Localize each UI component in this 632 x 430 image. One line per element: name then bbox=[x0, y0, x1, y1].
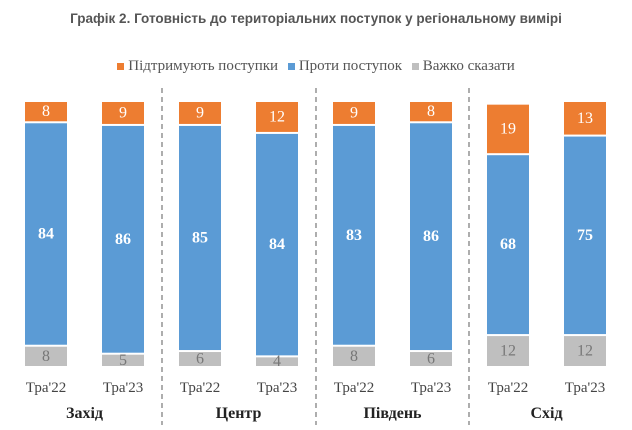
legend-swatch bbox=[117, 63, 125, 71]
bar-segment bbox=[410, 123, 452, 351]
legend-swatch bbox=[411, 63, 419, 71]
x-tick-label: Тра'23 bbox=[257, 380, 297, 396]
data-label: 5 bbox=[119, 352, 127, 369]
legend-swatch bbox=[287, 63, 295, 71]
data-label: 4 bbox=[273, 353, 281, 370]
legend: Підтримують поступки Проти поступок Важк… bbox=[0, 58, 632, 75]
bar-segment bbox=[487, 155, 529, 335]
data-label: 12 bbox=[500, 343, 516, 360]
data-label: 68 bbox=[500, 236, 516, 253]
x-tick-label: Тра'23 bbox=[565, 380, 605, 396]
group-label: Захід bbox=[66, 405, 103, 422]
data-label: 84 bbox=[269, 236, 285, 253]
data-label: 8 bbox=[350, 348, 358, 365]
bar-segment bbox=[487, 104, 529, 154]
data-label: 12 bbox=[577, 343, 593, 360]
bar-segment bbox=[333, 102, 375, 124]
data-label: 8 bbox=[42, 348, 50, 365]
bar-segment bbox=[25, 102, 67, 122]
bar-segment bbox=[179, 125, 221, 351]
bar-segment bbox=[564, 136, 606, 335]
group-label: Центр bbox=[216, 405, 262, 422]
data-label: 9 bbox=[350, 104, 358, 121]
legend-label: Важко сказати bbox=[422, 58, 515, 74]
data-label: 86 bbox=[423, 228, 439, 245]
x-tick-label: Тра'23 bbox=[411, 380, 451, 396]
bar-segment bbox=[564, 102, 606, 135]
bar-segment bbox=[564, 336, 606, 366]
data-label: 86 bbox=[115, 231, 131, 248]
bar-segment bbox=[256, 357, 298, 366]
x-tick-label: Тра'23 bbox=[103, 380, 143, 396]
data-label: 8 bbox=[42, 103, 50, 120]
bar-segment bbox=[256, 102, 298, 132]
group-label: Схід bbox=[530, 405, 562, 422]
bar-segment bbox=[333, 125, 375, 345]
group-label: Південь bbox=[363, 405, 422, 422]
bar-segment bbox=[179, 102, 221, 124]
data-label: 75 bbox=[577, 227, 593, 244]
data-label: 6 bbox=[427, 351, 435, 368]
data-label: 9 bbox=[196, 104, 204, 121]
legend-item-hard-to-say: Важко сказати bbox=[411, 58, 515, 74]
legend-item-support: Підтримують поступки bbox=[117, 58, 278, 74]
x-tick-label: Тра'22 bbox=[488, 380, 528, 396]
bar-segment bbox=[25, 123, 67, 345]
bar-segment bbox=[102, 102, 144, 124]
data-label: 6 bbox=[196, 351, 204, 368]
bar-segment bbox=[102, 125, 144, 353]
data-label: 13 bbox=[577, 110, 593, 127]
bar-segment bbox=[487, 336, 529, 366]
legend-item-against: Проти поступок bbox=[287, 58, 403, 74]
bar-segment bbox=[410, 102, 452, 122]
x-tick-label: Тра'22 bbox=[26, 380, 66, 396]
bar-segment bbox=[102, 354, 144, 366]
bar-segment bbox=[333, 346, 375, 366]
x-tick-label: Тра'22 bbox=[334, 380, 374, 396]
legend-label: Проти поступок bbox=[298, 58, 403, 74]
chart-title: Графік 2. Готовність до територіальних п… bbox=[70, 11, 562, 26]
bar-segment bbox=[179, 352, 221, 366]
x-tick-label: Тра'22 bbox=[180, 380, 220, 396]
legend-label: Підтримують поступки bbox=[128, 58, 279, 74]
bar-segment bbox=[25, 346, 67, 366]
data-label: 9 bbox=[119, 104, 127, 121]
data-label: 8 bbox=[427, 103, 435, 120]
data-label: 85 bbox=[192, 229, 208, 246]
bar-segment bbox=[256, 133, 298, 356]
data-label: 84 bbox=[38, 226, 54, 243]
bar-segment bbox=[410, 352, 452, 366]
data-label: 12 bbox=[269, 108, 285, 125]
data-label: 19 bbox=[500, 120, 516, 137]
data-label: 83 bbox=[346, 227, 362, 244]
